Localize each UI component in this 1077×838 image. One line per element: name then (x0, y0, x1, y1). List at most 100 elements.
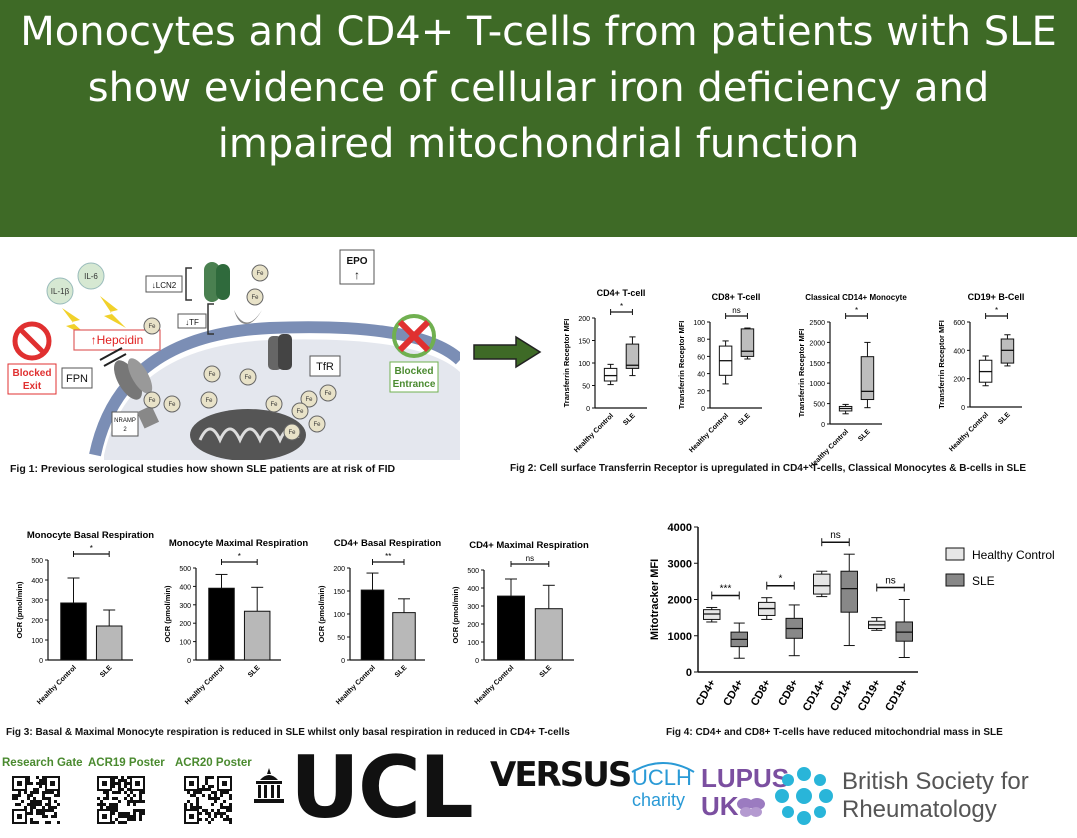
y-tick-label: 1000 (809, 381, 825, 388)
lightning-icon (62, 308, 90, 338)
x-tick-label: CD19+ (883, 678, 911, 714)
bar (243, 610, 271, 661)
y-axis-label: OCR (pmol/min) (317, 585, 326, 643)
significance-label: * (779, 574, 783, 585)
svg-text:Fe: Fe (208, 372, 216, 378)
x-tick-label: CD8+ (776, 678, 801, 709)
fig1-diagram: IL-1β IL-6 ↑Hepcidin Blocked Exit FPN NR… (7, 249, 460, 460)
versus-text: VERSUS (490, 755, 632, 795)
y-tick-label: 100 (333, 612, 345, 619)
svg-text:Fe: Fe (313, 422, 321, 428)
x-tick-label: SLE (394, 664, 409, 679)
chart-panel: CD4+ T-cell 0 50 100 150 200 Transferrin Recep… (562, 288, 647, 454)
fig4-chart: 0 1000 2000 3000 4000 Mitotracker MFI CD4+ CD4+… (649, 522, 1055, 714)
qr-label-research-gate: Research Gate (2, 757, 83, 769)
y-tick-label: 500 (179, 566, 191, 573)
x-tick-label: CD4+ (721, 678, 746, 709)
il6-label: IL-6 (84, 272, 98, 281)
fe-atoms (143, 264, 337, 441)
y-axis-label: OCR (pmol/min) (451, 586, 460, 644)
svg-text:Fe: Fe (324, 391, 332, 397)
y-tick-label: 500 (467, 568, 479, 575)
y-tick-label: 200 (333, 566, 345, 573)
significance-label: ns (885, 576, 896, 587)
uclh-text: UCLH (632, 765, 692, 790)
box (860, 356, 875, 401)
qr-code-acr20[interactable] (184, 776, 232, 824)
chart-title: CD4+ Maximal Respiration (469, 540, 589, 551)
legend-swatch (945, 547, 965, 561)
charity-text: charity (632, 790, 686, 810)
bsr-line1: British Society for (842, 768, 1029, 795)
title-banner: Monocytes and CD4+ T-cells from patients… (0, 0, 1077, 237)
svg-text:Fe: Fe (244, 375, 252, 381)
y-tick-label: 2000 (809, 340, 825, 347)
bsr-line2: Rheumatology (842, 796, 997, 823)
x-tick-label: SLE (99, 664, 114, 679)
significance-label: * (995, 306, 998, 315)
chart-title: CD19+ B-Cell (968, 292, 1025, 302)
svg-text:Fe: Fe (288, 430, 296, 436)
x-tick-label: Healthy Control (573, 412, 615, 454)
significance-label: * (238, 552, 241, 561)
y-axis-label: Transferrin Receptor MFI (937, 320, 946, 409)
y-tick-label: 300 (467, 604, 479, 611)
lupus-text: LUPUS (701, 763, 790, 793)
chart-title: Monocyte Basal Respiration (27, 530, 154, 541)
svg-text:NRAMP: NRAMP (114, 418, 136, 424)
y-tick-label: 4000 (668, 522, 692, 534)
y-tick-label: 200 (578, 316, 590, 323)
qr-label-acr20: ACR20 Poster (175, 757, 252, 769)
fig2-caption: Fig 2: Cell surface Transferrin Receptor… (510, 463, 1026, 474)
x-tick-label: Healthy Control (36, 664, 78, 706)
fig3-caption: Fig 3: Basal & Maximal Monocyte respirat… (6, 727, 570, 738)
y-axis-label: Transferrin Receptor MFI (562, 319, 571, 408)
chart-panel: CD4+ Basal Respiration 0 50 100 150 200 OCR (p… (317, 538, 441, 706)
y-tick-label: 0 (475, 658, 479, 665)
il6-bubble (77, 262, 105, 290)
svg-text:Fe: Fe (256, 271, 264, 277)
significance-label: ns (732, 306, 740, 315)
y-tick-label: 300 (179, 603, 191, 610)
lupus-uk-logo: LUPUS UK (701, 764, 789, 820)
y-tick-label: 2500 (809, 320, 825, 327)
x-tick-label: Healthy Control (184, 664, 226, 706)
svg-text:Fe: Fe (305, 397, 313, 403)
svg-text:Fe: Fe (148, 324, 156, 330)
box (603, 367, 618, 382)
y-tick-label: 200 (467, 622, 479, 629)
x-tick-label: Healthy Control (688, 412, 730, 454)
significance-label: ** (385, 552, 391, 561)
butterfly-icon (737, 798, 765, 817)
y-axis-label: Mitotracker MFI (649, 559, 661, 640)
bar (95, 625, 123, 661)
y-tick-label: 400 (467, 586, 479, 593)
y-tick-label: 200 (31, 618, 43, 625)
y-tick-label: 1500 (809, 361, 825, 368)
significance-label: * (90, 544, 93, 553)
y-tick-label: 0 (686, 667, 692, 679)
qr-code-research-gate[interactable] (12, 776, 60, 824)
ucl-portico-icon (254, 768, 284, 803)
y-tick-label: 200 (953, 377, 965, 384)
y-tick-label: 50 (582, 384, 590, 391)
y-tick-label: 3000 (668, 558, 692, 570)
x-tick-label: CD8+ (749, 678, 774, 709)
box (813, 573, 831, 595)
qr-code-acr19[interactable] (97, 776, 145, 824)
y-tick-label: 100 (578, 361, 590, 368)
hepcidin-label: ↑Hepcidin (91, 333, 144, 347)
tf-label: ↓TF (185, 318, 199, 327)
bar (392, 612, 416, 661)
svg-text:2: 2 (123, 427, 127, 433)
y-tick-label: 80 (697, 337, 705, 344)
y-tick-label: 0 (39, 658, 43, 665)
y-tick-label: 100 (467, 640, 479, 647)
y-tick-label: 150 (333, 589, 345, 596)
nramp2-icon (136, 405, 160, 429)
box (1000, 338, 1015, 364)
uk-text: UK (701, 791, 739, 821)
svg-text:Fe: Fe (148, 398, 156, 404)
y-tick-label: 0 (187, 658, 191, 665)
